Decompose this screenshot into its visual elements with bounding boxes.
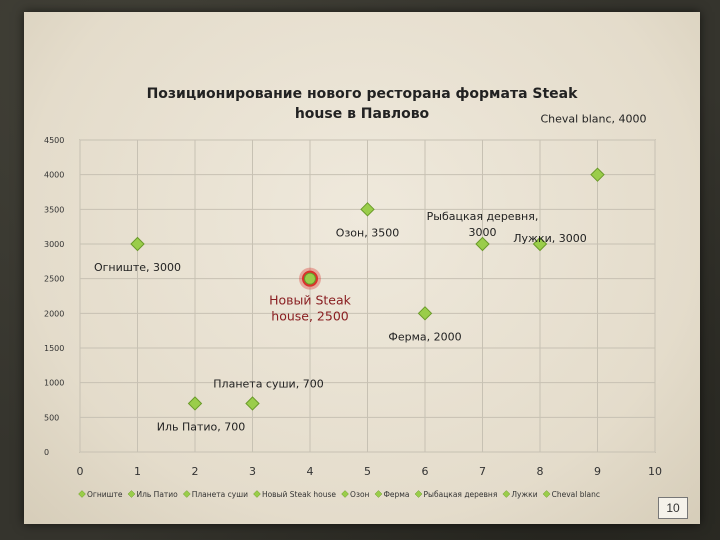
legend-marker (374, 490, 383, 498)
legend-entry: Огниште (87, 490, 123, 499)
x-tick-label: 6 (422, 465, 429, 478)
legend-entry: Рыбацкая деревня (424, 490, 498, 499)
x-tick-label: 5 (364, 465, 371, 478)
chart-gridlines (79, 139, 656, 453)
data-point (590, 167, 605, 182)
data-point (475, 236, 490, 252)
data-label: house, 2500 (271, 309, 349, 324)
legend-entry: Ферма (383, 490, 409, 499)
x-tick-label: 4 (307, 465, 314, 478)
chart-title: Позиционирование нового ресторана формат… (147, 86, 579, 122)
y-tick-label: 2500 (44, 275, 64, 284)
x-tick-label: 3 (249, 465, 256, 478)
data-point (245, 396, 260, 411)
x-tick-label: 9 (594, 465, 601, 478)
y-tick-label: 3500 (44, 205, 64, 214)
y-tick-label: 1000 (44, 379, 64, 388)
y-tick-label: 4500 (44, 136, 64, 145)
legend-entry: Лужки (511, 490, 537, 499)
data-labels: Огниште, 3000 Иль Патио, 700 Планета суши,… (94, 113, 647, 434)
y-tick-label: 1500 (44, 344, 64, 353)
data-label: Рыбацкая деревня, (427, 210, 539, 223)
data-point (360, 202, 375, 217)
data-label: Cheval blanc, 4000 (540, 113, 646, 126)
data-label: Планета суши, 700 (213, 377, 323, 390)
data-point (187, 396, 203, 411)
legend-entry: Новый Steak house (262, 490, 336, 499)
legend-marker (78, 490, 86, 498)
x-tick-label: 2 (192, 465, 199, 478)
legend-entry: Планета суши (192, 490, 248, 499)
data-label: 3000 (469, 226, 497, 239)
data-point (532, 236, 548, 252)
x-tick-label: 7 (479, 465, 486, 478)
y-tick-label: 2000 (44, 309, 64, 318)
data-label: Огниште, 3000 (94, 261, 181, 274)
data-point (304, 272, 316, 285)
legend-entry: Озон (350, 490, 369, 499)
data-label: Озон, 3500 (336, 226, 399, 239)
y-tick-label: 0 (44, 448, 49, 457)
legend-marker (127, 490, 136, 498)
y-tick-label: 3000 (44, 240, 64, 249)
legend-marker (253, 490, 261, 498)
data-label: Новый Steak (269, 293, 352, 308)
legend-marker (542, 490, 551, 498)
slide: Позиционирование нового ресторана формат… (24, 12, 700, 524)
y-tick-label: 500 (44, 413, 59, 422)
data-label: Иль Патио, 700 (157, 420, 246, 433)
page-number: 10 (658, 497, 688, 519)
y-tick-label: 4000 (44, 171, 64, 180)
chart-title-line: Позиционирование нового ресторана формат… (147, 86, 579, 102)
chart: Позиционирование нового ресторана формат… (44, 86, 663, 499)
legend-marker (182, 490, 191, 498)
data-points (130, 167, 605, 411)
x-tick-label: 10 (648, 465, 662, 478)
data-label: Лужки, 3000 (513, 232, 586, 245)
legend: Огниште Иль Патио Планета суши Новый Steak … (78, 490, 600, 499)
x-axis-ticks: 0 1 2 3 4 5 6 7 8 9 10 (77, 465, 663, 478)
legend-entry: Иль Патио (136, 490, 178, 499)
data-label: Ферма, 2000 (388, 330, 461, 343)
legend-marker (414, 490, 423, 498)
chart-title-line: house в Павлово (295, 106, 430, 122)
x-tick-label: 0 (77, 465, 84, 478)
data-point (417, 306, 433, 321)
data-point (130, 236, 145, 252)
x-tick-label: 8 (537, 465, 544, 478)
legend-marker (502, 490, 511, 498)
y-axis-ticks: 0 500 1000 1500 2000 2500 3000 3500 4000 4500 (44, 136, 64, 457)
legend-marker (341, 490, 349, 498)
legend-entry: Cheval blanc (552, 490, 600, 499)
x-tick-label: 1 (134, 465, 141, 478)
